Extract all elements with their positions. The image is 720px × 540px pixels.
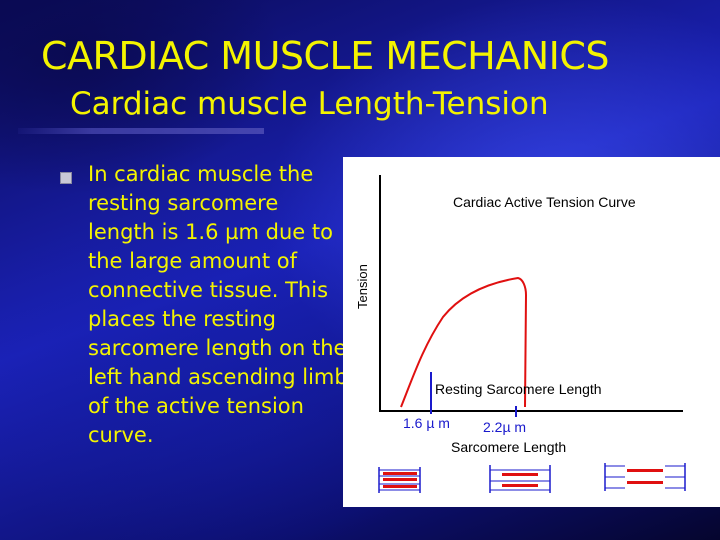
sarcomere-diagram-stretched (604, 463, 686, 491)
slide-subtitle: Cardiac muscle Length-Tension (70, 86, 549, 122)
tension-figure: Cardiac Active Tension Curve Tension Res… (343, 157, 720, 507)
body-line: left hand ascending limb (88, 365, 348, 389)
marker-left-label: 1.6 µ m (403, 415, 450, 431)
body-line: In cardiac muscle the (88, 162, 314, 186)
body-line: connective tissue. This (88, 278, 329, 302)
sarcomere-diagram-short (378, 467, 421, 493)
sarcomere-diagram-optimal (489, 465, 551, 493)
body-line: of the active tension (88, 394, 304, 418)
body-line: the large amount of (88, 249, 297, 273)
bullet-marker (60, 172, 72, 184)
tension-curve (400, 276, 528, 408)
body-line: resting sarcomere (88, 191, 279, 215)
resting-length-annotation: Resting Sarcomere Length (435, 381, 602, 397)
slide-title: CARDIAC MUSCLE MECHANICS (40, 34, 610, 78)
body-line: places the resting (88, 307, 276, 331)
body-paragraph: In cardiac muscle the resting sarcomere … (88, 160, 358, 450)
tension-figure-svg: Cardiac Active Tension Curve Tension Res… (355, 175, 686, 493)
title-underline (18, 128, 264, 134)
y-axis-label: Tension (355, 264, 370, 309)
marker-right-label: 2.2µ m (483, 419, 526, 435)
x-axis-label: Sarcomere Length (451, 439, 566, 455)
body-line: length is 1.6 µm due to (88, 220, 333, 244)
figure-title: Cardiac Active Tension Curve (453, 194, 636, 210)
body-line: curve. (88, 423, 154, 447)
body-line: sarcomere length on the (88, 336, 347, 360)
